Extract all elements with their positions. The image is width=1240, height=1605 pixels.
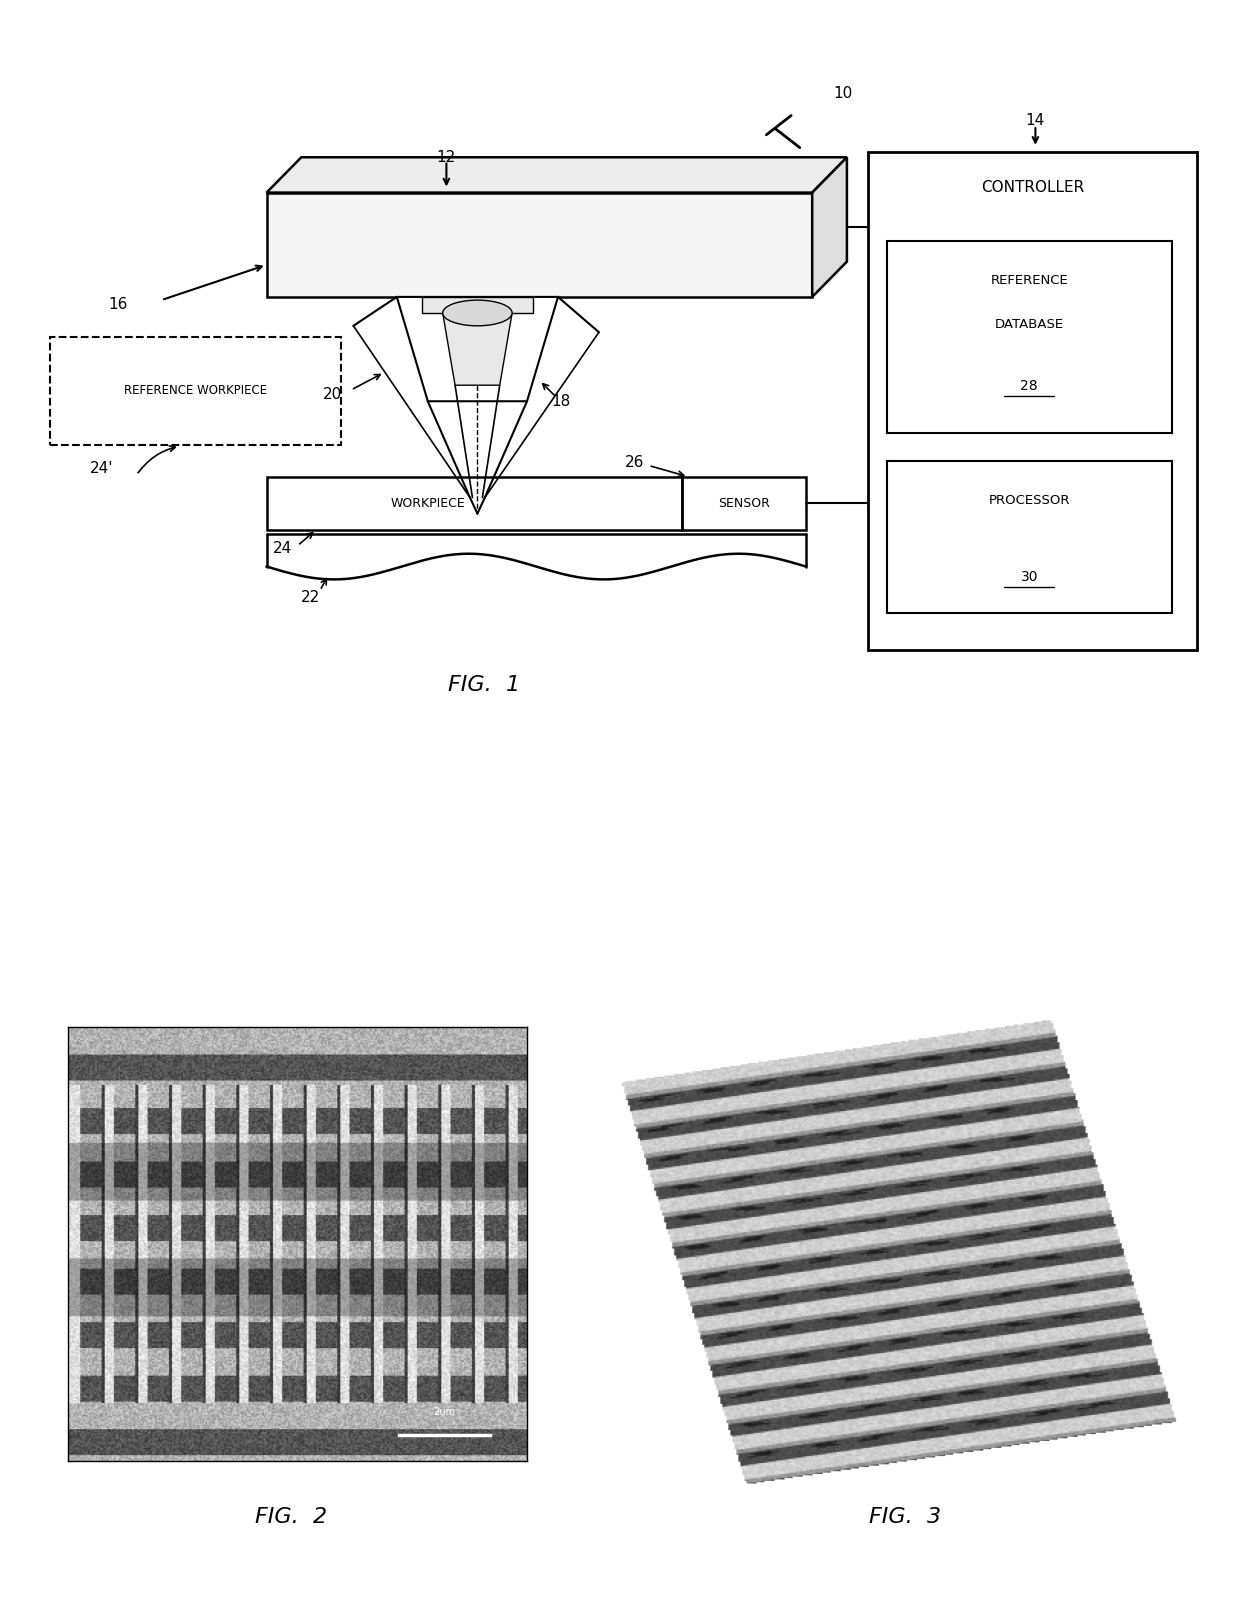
Text: 12: 12	[436, 149, 456, 165]
Ellipse shape	[443, 300, 512, 326]
Text: 24': 24'	[91, 461, 113, 477]
Text: FIG.  1: FIG. 1	[448, 676, 520, 695]
Text: REFERENCE WORKPIECE: REFERENCE WORKPIECE	[124, 384, 267, 398]
Polygon shape	[267, 157, 847, 193]
Text: SENSOR: SENSOR	[718, 496, 770, 510]
FancyBboxPatch shape	[267, 477, 682, 530]
Text: WORKPIECE: WORKPIECE	[391, 496, 465, 510]
Polygon shape	[443, 313, 512, 385]
Text: 10: 10	[833, 85, 853, 101]
Text: 22: 22	[300, 589, 320, 605]
Text: PROCESSOR: PROCESSOR	[988, 494, 1070, 507]
Text: 26: 26	[625, 454, 645, 470]
Text: 18: 18	[551, 393, 570, 409]
Text: 16: 16	[108, 297, 128, 313]
Text: REFERENCE: REFERENCE	[991, 274, 1068, 287]
Text: DATABASE: DATABASE	[994, 318, 1064, 331]
Text: 2um: 2um	[434, 1408, 455, 1417]
Text: 24: 24	[273, 541, 293, 557]
Text: 28: 28	[1021, 379, 1038, 393]
Polygon shape	[397, 297, 558, 401]
Text: 14: 14	[1025, 112, 1045, 128]
Text: 30: 30	[1021, 570, 1038, 584]
FancyBboxPatch shape	[422, 297, 533, 313]
FancyBboxPatch shape	[267, 193, 812, 297]
Text: 20: 20	[322, 387, 342, 403]
Text: FIG.  2: FIG. 2	[255, 1507, 327, 1526]
Polygon shape	[812, 157, 847, 297]
Text: CONTROLLER: CONTROLLER	[981, 180, 1084, 196]
Text: FIG.  3: FIG. 3	[869, 1507, 941, 1526]
